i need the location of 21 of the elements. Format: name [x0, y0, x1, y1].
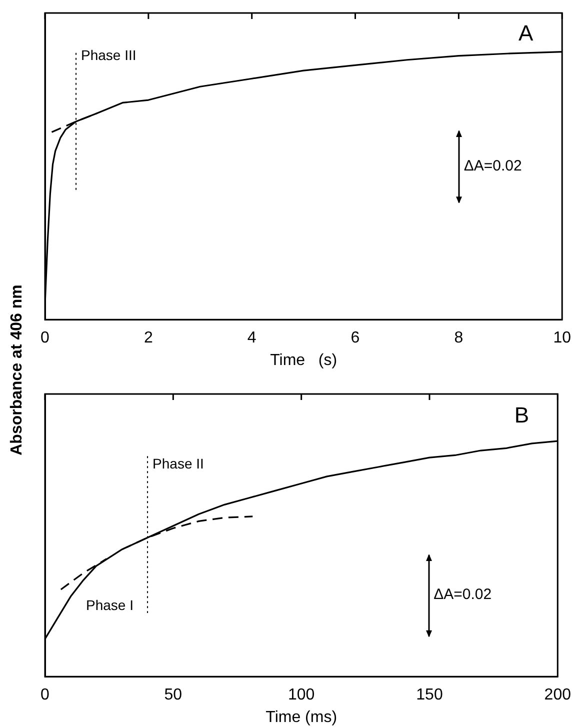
ref-line-label: Phase II — [152, 456, 204, 472]
x-tick-label: 6 — [350, 330, 360, 347]
x-tick-label: 50 — [164, 686, 182, 704]
x-tick-label: 10 — [553, 330, 572, 347]
y-axis-title: Absorbance at 406 nm — [8, 284, 26, 456]
x-tick-label: 8 — [454, 330, 464, 347]
text: A — [518, 20, 534, 46]
x-axis-title: Time (s) — [270, 352, 338, 369]
annotation: ΔA=0.02 — [434, 586, 492, 603]
x-tick-label: 2 — [144, 330, 153, 347]
x-tick-label: 100 — [288, 686, 315, 704]
x-tick-label: 150 — [416, 686, 443, 704]
ref-line-label: Phase III — [81, 46, 136, 63]
x-tick-label: 0 — [40, 330, 50, 347]
annotation: Phase I — [86, 596, 134, 613]
x-tick-label: 4 — [247, 330, 256, 347]
annotation: ΔA=0.02 — [464, 157, 522, 174]
x-tick-label: 200 — [544, 686, 572, 704]
x-tick-label: 0 — [40, 686, 50, 704]
x-axis-title: Time (ms) — [266, 708, 338, 726]
text: B — [514, 402, 530, 428]
